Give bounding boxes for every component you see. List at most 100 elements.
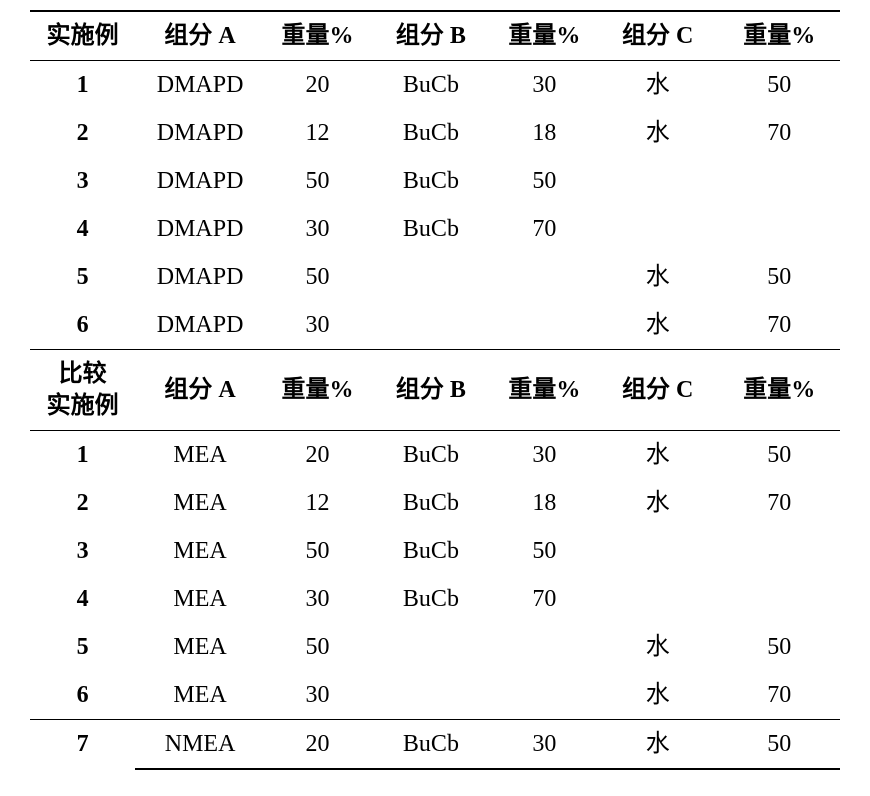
cell bbox=[597, 527, 719, 575]
cell: 30 bbox=[265, 671, 370, 720]
table-row: 5 MEA 50 水 50 bbox=[30, 623, 840, 671]
col-header: 重量% bbox=[718, 11, 840, 61]
section1-header-row: 实施例 组分 A 重量% 组分 B 重量% 组分 C 重量% bbox=[30, 11, 840, 61]
col-header: 重量% bbox=[265, 350, 370, 431]
cell: BuCb bbox=[370, 205, 492, 253]
row-label: 3 bbox=[30, 157, 135, 205]
table-row: 2 DMAPD 12 BuCb 18 水 70 bbox=[30, 109, 840, 157]
cell: 70 bbox=[492, 205, 597, 253]
cell: 20 bbox=[265, 431, 370, 480]
cell bbox=[492, 253, 597, 301]
composition-table: 实施例 组分 A 重量% 组分 B 重量% 组分 C 重量% 1 DMAPD 2… bbox=[30, 10, 840, 770]
cell: BuCb bbox=[370, 431, 492, 480]
row-label: 7 bbox=[30, 720, 135, 770]
row-label: 4 bbox=[30, 205, 135, 253]
row-label: 1 bbox=[30, 61, 135, 110]
cell: BuCb bbox=[370, 720, 492, 770]
row-label: 6 bbox=[30, 671, 135, 720]
cell: 18 bbox=[492, 109, 597, 157]
table-row: 1 DMAPD 20 BuCb 30 水 50 bbox=[30, 61, 840, 110]
cell: 50 bbox=[265, 157, 370, 205]
cell: DMAPD bbox=[135, 109, 265, 157]
cell: BuCb bbox=[370, 157, 492, 205]
cell: BuCb bbox=[370, 575, 492, 623]
table-row: 2 MEA 12 BuCb 18 水 70 bbox=[30, 479, 840, 527]
cell: 70 bbox=[492, 575, 597, 623]
cell: BuCb bbox=[370, 527, 492, 575]
cell: 30 bbox=[492, 431, 597, 480]
row-label: 4 bbox=[30, 575, 135, 623]
cell bbox=[597, 205, 719, 253]
col-header: 重量% bbox=[718, 350, 840, 431]
cell bbox=[492, 623, 597, 671]
cell: 20 bbox=[265, 61, 370, 110]
cell: 30 bbox=[265, 205, 370, 253]
cell: BuCb bbox=[370, 61, 492, 110]
section2-header-row: 比较 实施例 组分 A 重量% 组分 B 重量% 组分 C 重量% bbox=[30, 350, 840, 431]
cell: DMAPD bbox=[135, 61, 265, 110]
cell bbox=[370, 253, 492, 301]
cell: 水 bbox=[597, 720, 719, 770]
cell bbox=[597, 575, 719, 623]
row-label: 5 bbox=[30, 623, 135, 671]
cell: 水 bbox=[597, 301, 719, 350]
cell: BuCb bbox=[370, 109, 492, 157]
col-header: 组分 A bbox=[135, 350, 265, 431]
cell: 50 bbox=[718, 623, 840, 671]
row-label: 2 bbox=[30, 479, 135, 527]
cell: 水 bbox=[597, 623, 719, 671]
cell: 18 bbox=[492, 479, 597, 527]
table-row: 1 MEA 20 BuCb 30 水 50 bbox=[30, 431, 840, 480]
cell: 30 bbox=[265, 301, 370, 350]
cell: NMEA bbox=[135, 720, 265, 770]
cell bbox=[718, 575, 840, 623]
cell: 50 bbox=[718, 61, 840, 110]
cell: 水 bbox=[597, 61, 719, 110]
cell bbox=[492, 301, 597, 350]
col-header-line2: 实施例 bbox=[47, 393, 119, 419]
cell bbox=[492, 671, 597, 720]
table-row: 3 MEA 50 BuCb 50 bbox=[30, 527, 840, 575]
col-header: 组分 A bbox=[135, 11, 265, 61]
col-header: 比较 实施例 bbox=[30, 350, 135, 431]
row-label: 1 bbox=[30, 431, 135, 480]
col-header: 组分 B bbox=[370, 350, 492, 431]
cell: 50 bbox=[718, 431, 840, 480]
cell: 水 bbox=[597, 431, 719, 480]
row-label: 5 bbox=[30, 253, 135, 301]
cell: MEA bbox=[135, 575, 265, 623]
cell bbox=[370, 671, 492, 720]
cell: 水 bbox=[597, 253, 719, 301]
table-row: 6 MEA 30 水 70 bbox=[30, 671, 840, 720]
table-row: 6 DMAPD 30 水 70 bbox=[30, 301, 840, 350]
cell: 12 bbox=[265, 479, 370, 527]
col-header: 重量% bbox=[492, 350, 597, 431]
cell: MEA bbox=[135, 671, 265, 720]
cell: DMAPD bbox=[135, 253, 265, 301]
cell: 50 bbox=[265, 253, 370, 301]
cell: 70 bbox=[718, 479, 840, 527]
cell: 50 bbox=[492, 527, 597, 575]
cell: 30 bbox=[492, 720, 597, 770]
cell: 30 bbox=[265, 575, 370, 623]
table-row: 3 DMAPD 50 BuCb 50 bbox=[30, 157, 840, 205]
table-row: 7 NMEA 20 BuCb 30 水 50 bbox=[30, 720, 840, 770]
cell: 70 bbox=[718, 671, 840, 720]
table-row: 4 MEA 30 BuCb 70 bbox=[30, 575, 840, 623]
col-header: 组分 B bbox=[370, 11, 492, 61]
cell: MEA bbox=[135, 623, 265, 671]
cell: MEA bbox=[135, 479, 265, 527]
cell: MEA bbox=[135, 431, 265, 480]
col-header: 重量% bbox=[492, 11, 597, 61]
cell: 30 bbox=[492, 61, 597, 110]
cell: 50 bbox=[265, 623, 370, 671]
cell: DMAPD bbox=[135, 301, 265, 350]
cell: 12 bbox=[265, 109, 370, 157]
cell bbox=[597, 157, 719, 205]
cell: 70 bbox=[718, 301, 840, 350]
cell: 水 bbox=[597, 109, 719, 157]
col-header: 组分 C bbox=[597, 11, 719, 61]
cell: 水 bbox=[597, 479, 719, 527]
page: 实施例 组分 A 重量% 组分 B 重量% 组分 C 重量% 1 DMAPD 2… bbox=[0, 0, 870, 770]
cell: 20 bbox=[265, 720, 370, 770]
